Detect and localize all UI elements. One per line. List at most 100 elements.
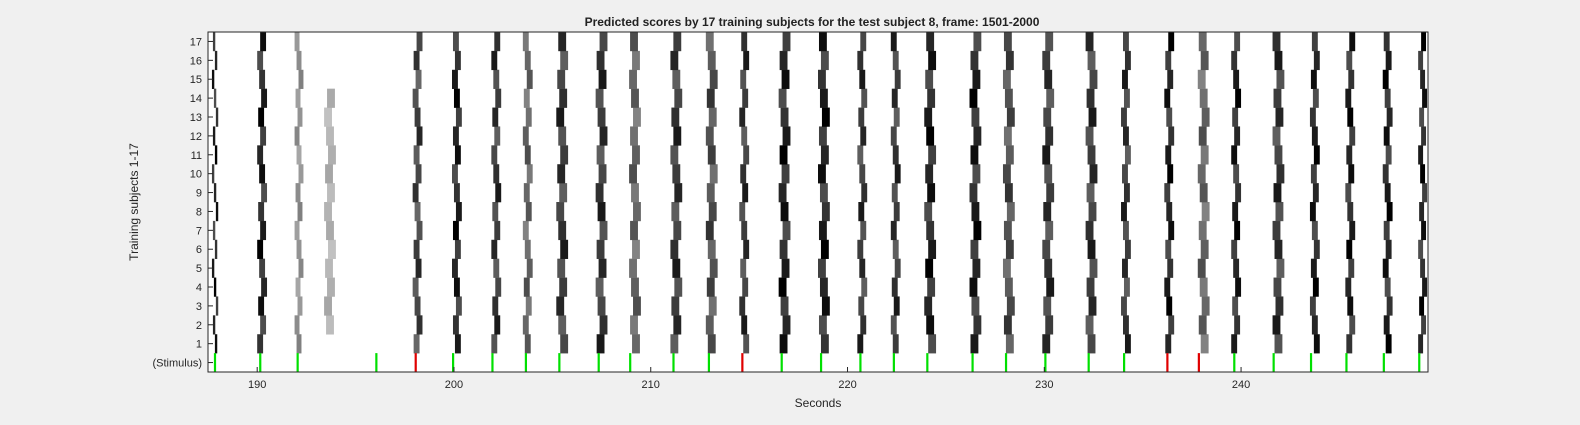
y-tick-label: 17 (190, 36, 202, 48)
score-cell (928, 239, 937, 259)
score-cell (1420, 258, 1426, 278)
x-tick-label: 190 (248, 379, 266, 391)
score-cell (257, 145, 264, 165)
score-cell (294, 32, 300, 52)
score-cell (326, 126, 334, 146)
score-cell (1385, 145, 1392, 165)
score-cell (454, 239, 461, 259)
score-cell (739, 296, 746, 316)
score-cell (1382, 69, 1389, 89)
stimulus-marker (971, 353, 974, 372)
score-cell (296, 334, 302, 354)
score-cell (742, 88, 749, 108)
score-cell (1044, 258, 1053, 278)
stimulus-marker (1382, 353, 1385, 372)
score-cell (1165, 50, 1172, 71)
score-cell (1313, 334, 1320, 354)
score-cell (1385, 50, 1392, 71)
stimulus-marker (741, 353, 744, 372)
x-tick-label: 220 (838, 379, 856, 391)
score-cell (491, 145, 498, 165)
score-cell (1200, 50, 1209, 71)
score-cell (1087, 50, 1096, 71)
score-cell (414, 107, 421, 127)
score-cell (1418, 145, 1424, 165)
score-cell (674, 183, 683, 203)
score-cell (709, 164, 718, 184)
score-cell (1199, 183, 1208, 203)
score-cell (1043, 107, 1052, 127)
score-cell (1309, 107, 1316, 127)
score-cell (1231, 145, 1238, 165)
score-cell (1232, 107, 1239, 127)
y-tick-label: 10 (190, 169, 202, 181)
score-cell (1418, 334, 1424, 354)
score-cell (926, 220, 935, 241)
score-cell (1421, 315, 1427, 335)
score-cell (926, 315, 935, 335)
score-cell (1121, 202, 1127, 222)
score-cell (1164, 183, 1171, 203)
score-cell (741, 315, 748, 335)
score-cell (1004, 88, 1013, 108)
score-cell (522, 220, 529, 241)
score-cell (558, 220, 567, 241)
score-cell (1122, 69, 1128, 89)
score-cell (1420, 69, 1426, 89)
score-cell (1419, 202, 1425, 222)
score-cell (560, 50, 569, 71)
score-cell (1087, 334, 1096, 354)
score-cell (672, 164, 681, 184)
score-cell (707, 334, 716, 354)
score-cell (560, 145, 569, 165)
score-cell (891, 88, 898, 108)
score-cell (1311, 126, 1318, 146)
score-cell (1275, 296, 1284, 316)
score-cell (327, 183, 335, 203)
score-cell (298, 69, 304, 89)
score-cell (1043, 296, 1052, 316)
score-cell (494, 220, 501, 241)
score-cell (892, 239, 899, 259)
score-cell (818, 220, 827, 241)
score-cell (556, 107, 565, 127)
score-cell (705, 126, 714, 146)
score-cell (971, 202, 980, 222)
y-tick-label: 1 (196, 339, 202, 351)
score-cell (706, 183, 715, 203)
score-cell (1313, 239, 1320, 259)
score-cell (524, 239, 531, 259)
score-cell (969, 277, 978, 297)
score-cell (859, 164, 866, 184)
stimulus-marker (1044, 353, 1047, 372)
score-cell (453, 88, 460, 108)
score-cell (212, 220, 216, 241)
score-cell (1386, 202, 1393, 222)
score-cell (595, 183, 604, 203)
score-cell (556, 296, 565, 316)
score-cell (598, 258, 607, 278)
score-cell (1418, 50, 1424, 71)
score-cell (294, 126, 300, 146)
score-cell (741, 126, 748, 146)
score-cell (522, 315, 529, 335)
score-cell (1234, 220, 1241, 241)
score-cell (893, 296, 900, 316)
score-cell (595, 277, 604, 297)
y-tick-label: 5 (196, 263, 202, 275)
score-cell (631, 88, 639, 108)
score-cell (740, 164, 747, 184)
score-cell (743, 50, 750, 71)
score-cell (781, 164, 790, 184)
score-cell (670, 239, 679, 259)
score-cell (454, 50, 461, 71)
score-cell (215, 202, 219, 222)
score-cell (1311, 315, 1318, 335)
score-cell (629, 69, 637, 89)
stimulus-marker (1272, 353, 1275, 372)
score-cell (328, 239, 336, 259)
score-cell (926, 32, 935, 52)
score-cell (1275, 202, 1284, 222)
score-cell (860, 126, 867, 146)
score-cell (1124, 334, 1131, 354)
